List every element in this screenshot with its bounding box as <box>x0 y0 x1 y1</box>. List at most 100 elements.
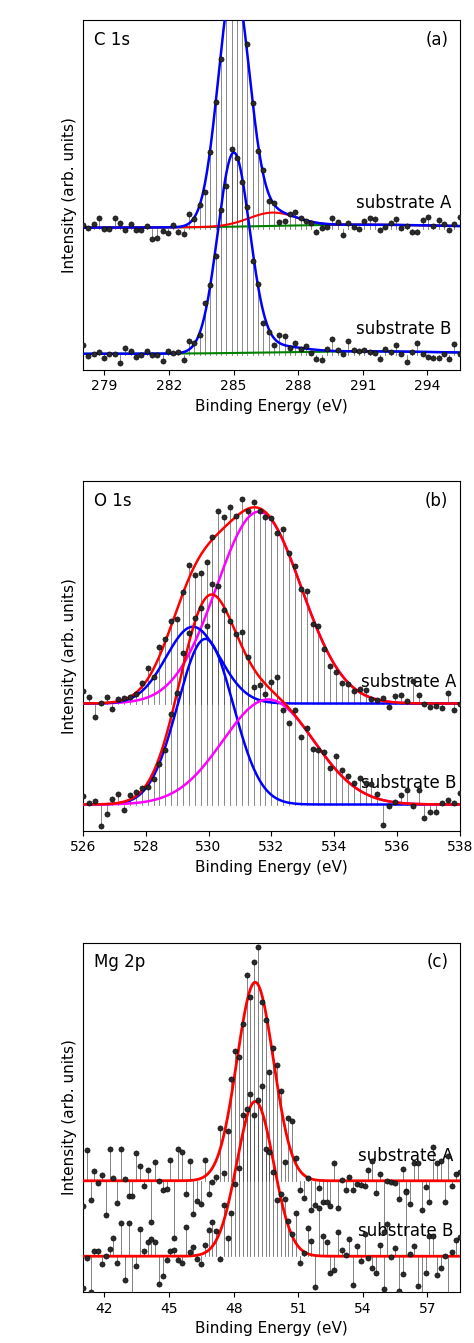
Point <box>117 1213 125 1234</box>
Point <box>334 1221 342 1242</box>
Point <box>87 1281 94 1303</box>
Point <box>285 543 293 564</box>
Point <box>366 208 374 230</box>
Point <box>235 1046 243 1068</box>
Point <box>270 334 278 356</box>
Point <box>368 774 375 795</box>
Point <box>191 208 198 230</box>
Point <box>350 216 357 238</box>
Point <box>270 1037 277 1058</box>
Point <box>260 313 267 334</box>
Point <box>399 1159 407 1180</box>
Point <box>452 1229 460 1250</box>
Point <box>323 1191 330 1213</box>
Text: substrate B: substrate B <box>361 775 456 792</box>
Point <box>387 1171 395 1193</box>
Point <box>382 338 389 360</box>
Point <box>302 334 310 356</box>
Point <box>227 496 234 517</box>
Point <box>307 212 315 234</box>
Point <box>103 686 110 708</box>
Point <box>228 1068 235 1089</box>
Point <box>273 666 281 688</box>
Point <box>196 193 203 215</box>
Point <box>132 684 140 705</box>
Point <box>138 776 146 798</box>
Point <box>395 1187 403 1209</box>
Point <box>342 1245 349 1266</box>
Point <box>456 344 464 365</box>
Point <box>403 779 410 800</box>
Point <box>193 1249 201 1270</box>
Point <box>275 211 283 232</box>
Point <box>109 698 116 720</box>
Point <box>345 330 352 352</box>
Point <box>303 580 310 602</box>
Point <box>190 1236 197 1257</box>
Point <box>438 792 446 814</box>
Point <box>408 222 416 243</box>
Point <box>415 685 422 706</box>
Point <box>338 1240 346 1261</box>
Point <box>84 218 92 239</box>
Point <box>383 1213 391 1234</box>
Point <box>292 332 299 353</box>
Point <box>403 351 410 372</box>
Point <box>452 1163 460 1185</box>
Point <box>94 1172 102 1194</box>
Point <box>111 207 118 228</box>
Point <box>420 694 428 716</box>
Point <box>84 345 92 367</box>
Text: (c): (c) <box>427 954 448 971</box>
Point <box>372 1182 380 1203</box>
Point <box>102 1205 109 1226</box>
Point <box>362 772 369 794</box>
Point <box>220 599 228 620</box>
Point <box>258 1076 265 1097</box>
Point <box>193 1191 201 1213</box>
Point <box>307 342 315 364</box>
Point <box>106 1139 113 1160</box>
Point <box>368 1151 376 1172</box>
Point <box>357 1250 365 1272</box>
Point <box>250 492 257 513</box>
Text: O 1s: O 1s <box>94 492 132 510</box>
Point <box>109 788 116 810</box>
Point <box>451 333 458 355</box>
Point <box>173 682 181 704</box>
Point <box>297 727 305 748</box>
Point <box>387 341 394 363</box>
Point <box>309 614 316 635</box>
Point <box>239 1013 246 1034</box>
Point <box>152 1232 159 1253</box>
Point <box>216 1117 224 1139</box>
Point <box>215 501 222 522</box>
Point <box>201 1150 209 1171</box>
Point <box>109 1167 117 1189</box>
Point <box>155 637 163 658</box>
Point <box>90 214 97 235</box>
Point <box>244 34 251 55</box>
Point <box>136 1218 144 1240</box>
Point <box>116 352 124 373</box>
Point <box>120 688 128 709</box>
Point <box>279 700 287 721</box>
Point <box>414 1276 422 1297</box>
Point <box>403 690 410 712</box>
Point <box>143 215 150 236</box>
Point <box>97 815 104 837</box>
Point <box>203 552 210 573</box>
Point <box>265 1142 273 1163</box>
Point <box>426 1191 433 1213</box>
Point <box>334 212 341 234</box>
Point <box>445 1292 452 1313</box>
Point <box>127 214 135 235</box>
Point <box>268 672 275 693</box>
Point <box>313 348 320 369</box>
Point <box>115 688 122 709</box>
Point <box>262 506 269 528</box>
Point <box>427 696 434 717</box>
Point <box>409 670 417 692</box>
Point <box>155 1170 163 1191</box>
Point <box>201 293 209 314</box>
